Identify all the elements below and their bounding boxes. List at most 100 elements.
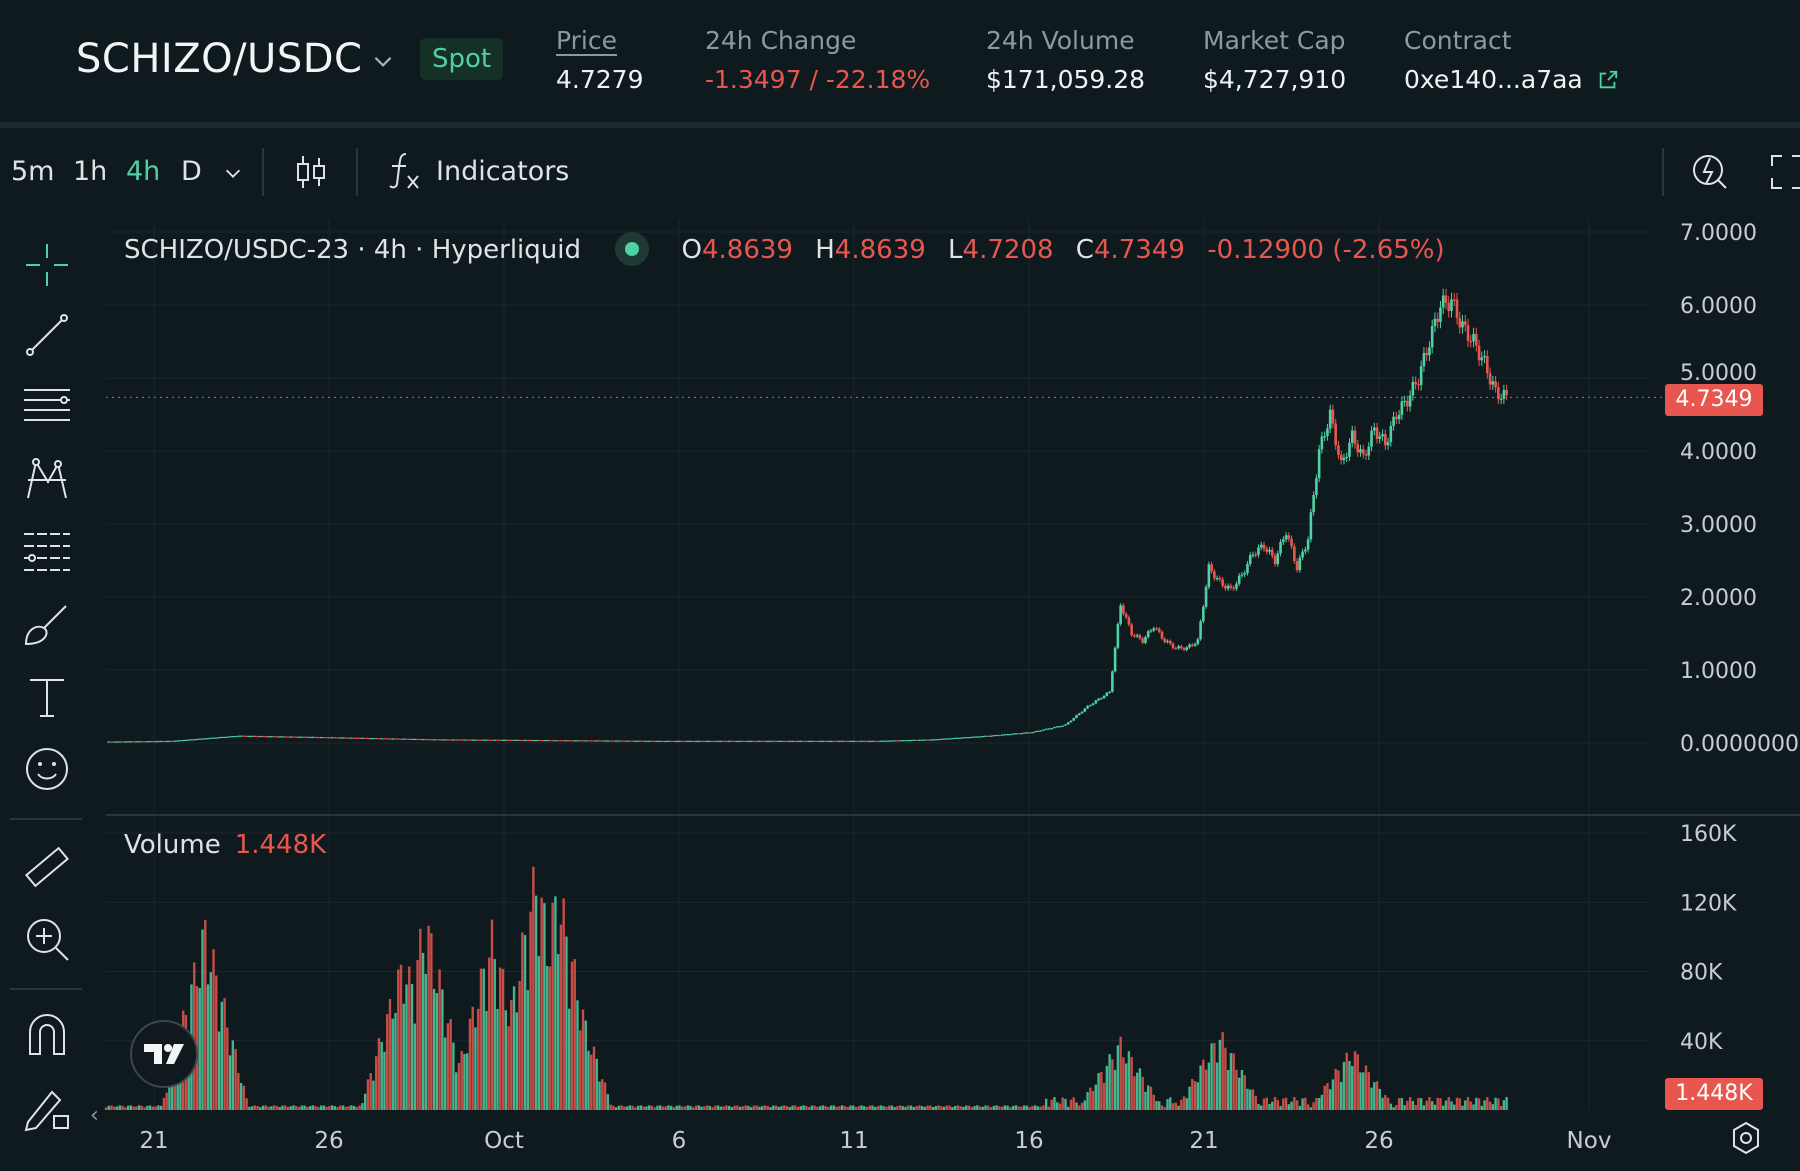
timeframe-5m[interactable]: 5m (11, 156, 55, 187)
candle-body (1375, 427, 1379, 439)
stat-label[interactable]: Price (556, 26, 617, 55)
volume-bar (681, 1106, 684, 1110)
contract-address[interactable]: 0xe140...a7aa (1404, 65, 1583, 94)
contract-link[interactable]: 0xe140...a7aa (1404, 65, 1619, 94)
external-link-icon[interactable] (1597, 69, 1619, 91)
volume-bar (692, 1107, 695, 1110)
function-icon[interactable] (386, 150, 422, 192)
ruler-icon[interactable] (22, 842, 72, 892)
volume-bar (1419, 1098, 1423, 1110)
candle-body (1138, 635, 1142, 639)
volume-bar (923, 1106, 927, 1110)
candle-body (603, 740, 607, 742)
volume-label: Volume (124, 830, 221, 860)
crosshair-icon[interactable] (22, 240, 72, 290)
candle-body (504, 739, 508, 741)
chevron-down-icon[interactable] (222, 162, 244, 184)
zoom-in-icon[interactable] (22, 914, 72, 964)
volume-bar (512, 986, 516, 1110)
candle-body (873, 740, 877, 742)
volume-bar (1111, 1059, 1114, 1110)
scroll-left-arrow[interactable]: ‹ (90, 1103, 99, 1128)
volume-bar (1356, 1054, 1359, 1110)
volume-bar (1014, 1105, 1018, 1110)
chart-canvas[interactable]: 7.0000 6.0000 4.0000 3.0000 2.0000 1.0000 0.00… (0, 210, 1800, 1171)
volume-bar (1494, 1097, 1497, 1110)
candle-body (631, 740, 634, 742)
candle-body (1108, 691, 1111, 694)
magnet-icon[interactable] (22, 1010, 72, 1060)
replay-icon[interactable] (1690, 150, 1730, 192)
brush-icon[interactable] (22, 600, 72, 650)
fib-retracement-icon[interactable] (22, 528, 72, 578)
candle-body (650, 740, 654, 742)
volume-bar (725, 1105, 728, 1110)
candle-body (851, 740, 855, 742)
price-chart[interactable]: 7.0000 6.0000 4.0000 3.0000 2.0000 1.0000 0.00… (0, 210, 1800, 1171)
timeframe-1h[interactable]: 1h (73, 156, 108, 187)
candle-body (1182, 648, 1186, 650)
candle-body (231, 736, 235, 738)
candle-body (173, 740, 177, 742)
volume-bar (785, 1105, 789, 1110)
candle-body (374, 737, 378, 740)
volume-bar (854, 1106, 858, 1110)
candle-body (330, 737, 334, 739)
candle-body (1502, 389, 1506, 399)
candle-body (975, 736, 979, 738)
emoji-icon[interactable] (22, 744, 72, 794)
candle-body (628, 740, 632, 742)
tradingview-logo[interactable] (130, 1020, 198, 1088)
volume-bar (358, 1105, 361, 1110)
candle-body (1168, 640, 1172, 644)
volume-bar (529, 911, 532, 1110)
candle-body (454, 739, 458, 741)
timeframe-4h[interactable]: 4h (126, 156, 161, 187)
chevron-down-icon[interactable] (370, 48, 396, 74)
volume-bar (1226, 1069, 1230, 1110)
volume-bar (898, 1105, 902, 1110)
candle-body (1003, 734, 1007, 736)
chart-settings-icon[interactable] (1728, 1120, 1764, 1156)
horizontal-lines-icon[interactable] (22, 382, 72, 432)
pair-selector[interactable]: SCHIZO/USDC (76, 36, 363, 82)
candle-body (1469, 341, 1473, 343)
candle-body (427, 739, 430, 741)
candle-body (1458, 318, 1462, 328)
volume-bar (1337, 1070, 1340, 1110)
timeframe-d[interactable]: D (181, 156, 202, 187)
pattern-icon[interactable] (22, 454, 72, 504)
volume-bar (1433, 1104, 1437, 1110)
candle-body (896, 740, 899, 742)
volume-bar (840, 1105, 844, 1110)
trend-line-icon[interactable] (22, 310, 72, 360)
volume-bar (645, 1106, 648, 1110)
volume-bar (992, 1105, 995, 1110)
candle-body (984, 735, 987, 737)
volume-bar (970, 1107, 973, 1110)
volume-bar (1100, 1071, 1103, 1110)
price-axis-tick: 3.0000 (1680, 513, 1757, 538)
price-axis-tick: 4.0000 (1680, 440, 1757, 465)
legend-symbol[interactable]: SCHIZO/USDC-23 · 4h · Hyperliquid (124, 235, 581, 265)
volume-bar (1047, 1106, 1051, 1110)
candle-body (162, 740, 166, 743)
volume-bar (1171, 1103, 1175, 1110)
candle-body (1224, 585, 1227, 589)
lock-drawings-icon[interactable] (22, 1082, 72, 1132)
volume-bar (394, 1012, 397, 1110)
volume-axis-tick: 80K (1680, 961, 1723, 986)
candle-body (901, 740, 905, 742)
candle-body (157, 740, 160, 743)
volume-bar (1163, 1107, 1166, 1110)
candlestick-icon[interactable] (293, 152, 329, 192)
volume-bar (981, 1106, 984, 1110)
volume-bar (245, 1098, 248, 1110)
candle-body (1287, 535, 1291, 539)
candle-body (380, 738, 384, 740)
price-axis-tick: 1.0000 (1680, 659, 1757, 684)
fullscreen-icon[interactable] (1770, 154, 1800, 190)
text-icon[interactable] (22, 672, 72, 722)
volume-bar (1191, 1078, 1194, 1110)
indicators-button[interactable]: Indicators (436, 156, 570, 187)
